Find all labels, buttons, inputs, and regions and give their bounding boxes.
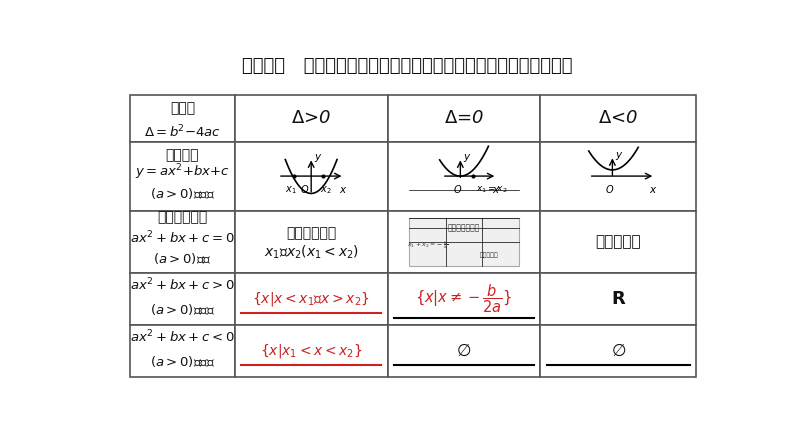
FancyBboxPatch shape xyxy=(541,142,696,211)
Text: 判别式: 判别式 xyxy=(170,101,195,115)
FancyBboxPatch shape xyxy=(130,325,235,377)
Text: $y$: $y$ xyxy=(464,152,472,164)
Text: $\{x|x_1<x<x_2\}$: $\{x|x_1<x<x_2\}$ xyxy=(260,342,363,360)
Text: $x_1$，$x_2$$(x_1$$<$$x_2)$: $x_1$，$x_2$$(x_1$$<$$x_2)$ xyxy=(264,243,359,261)
FancyBboxPatch shape xyxy=(387,95,541,142)
Text: $O$: $O$ xyxy=(605,183,614,195)
FancyBboxPatch shape xyxy=(409,218,519,266)
Text: $ax^2+bx+c=0$: $ax^2+bx+c=0$ xyxy=(130,230,235,247)
Text: 返回导航: 返回导航 xyxy=(679,416,715,431)
Text: $(a>0)$的根: $(a>0)$的根 xyxy=(153,251,212,266)
FancyBboxPatch shape xyxy=(387,142,541,211)
Text: $y$: $y$ xyxy=(615,150,624,162)
Text: 有两相异实数根: 有两相异实数根 xyxy=(448,224,480,232)
Text: $ax^2+bx+c>0$: $ax^2+bx+c>0$ xyxy=(130,277,235,293)
Text: $x$: $x$ xyxy=(492,185,501,195)
FancyBboxPatch shape xyxy=(235,142,387,211)
Text: 有两相异实根: 有两相异实根 xyxy=(286,226,337,240)
Text: $\{x|x<x_1$或$x>x_2\}$: $\{x|x<x_1$或$x>x_2\}$ xyxy=(252,290,370,308)
FancyBboxPatch shape xyxy=(541,325,696,377)
Text: $x_1$$=$$x_2$: $x_1$$=$$x_2$ xyxy=(476,185,507,195)
FancyBboxPatch shape xyxy=(541,273,696,325)
FancyBboxPatch shape xyxy=(387,211,541,273)
FancyBboxPatch shape xyxy=(130,273,235,325)
Text: 一元二次方程: 一元二次方程 xyxy=(157,211,207,224)
Text: 没有实数根: 没有实数根 xyxy=(596,234,641,249)
Text: $\{x|x\neq-\dfrac{b}{2a}\}$: $\{x|x\neq-\dfrac{b}{2a}\}$ xyxy=(415,283,513,315)
Text: $\varnothing$: $\varnothing$ xyxy=(611,342,626,360)
Text: 没有实数根: 没有实数根 xyxy=(480,253,498,258)
Text: $(a>0)$的解集: $(a>0)$的解集 xyxy=(150,302,215,316)
Text: $\it{Δ}$$=$$\it{b}$$^2$$-4\it{ac}$: $\it{Δ}$$=$$\it{b}$$^2$$-4\it{ac}$ xyxy=(144,124,221,140)
Text: 知识点二   二次函数的零点及其与对应方程、不等式解集之间的关系: 知识点二 二次函数的零点及其与对应方程、不等式解集之间的关系 xyxy=(241,57,572,75)
FancyBboxPatch shape xyxy=(387,325,541,377)
Text: $x_1+x_2=-\frac{b}{a}$: $x_1+x_2=-\frac{b}{a}$ xyxy=(407,240,448,251)
FancyBboxPatch shape xyxy=(387,273,541,325)
Text: 二次函数: 二次函数 xyxy=(166,148,199,162)
FancyBboxPatch shape xyxy=(235,273,387,325)
Text: $x_1$: $x_1$ xyxy=(285,185,297,197)
FancyBboxPatch shape xyxy=(130,211,235,273)
Text: $x$: $x$ xyxy=(339,185,348,195)
Text: $y$: $y$ xyxy=(314,152,323,164)
Text: $\it{Δ}$<0: $\it{Δ}$<0 xyxy=(599,109,638,127)
Text: $(a>0)$的解集: $(a>0)$的解集 xyxy=(150,354,215,369)
Text: $\varnothing$: $\varnothing$ xyxy=(457,342,472,360)
FancyBboxPatch shape xyxy=(235,211,387,273)
Text: $\it{Δ}$>0: $\it{Δ}$>0 xyxy=(291,109,331,127)
Text: 答案: 答案 xyxy=(571,416,588,431)
Text: $ax^2+bx+c<0$: $ax^2+bx+c<0$ xyxy=(130,329,235,346)
Text: $x_2$: $x_2$ xyxy=(320,185,332,197)
FancyBboxPatch shape xyxy=(130,95,235,142)
Text: $y$$=$$ax^2$$+$$bx$$+$$c$: $y$$=$$ax^2$$+$$bx$$+$$c$ xyxy=(135,163,229,182)
FancyBboxPatch shape xyxy=(235,95,387,142)
Text: $(a>0)$的图像: $(a>0)$的图像 xyxy=(150,186,215,201)
Text: $O$: $O$ xyxy=(453,183,463,195)
Text: $\mathbf{R}$: $\mathbf{R}$ xyxy=(611,290,626,308)
FancyBboxPatch shape xyxy=(541,95,696,142)
FancyBboxPatch shape xyxy=(541,211,696,273)
FancyBboxPatch shape xyxy=(130,142,235,211)
Text: $\it{Δ}$=0: $\it{Δ}$=0 xyxy=(444,109,484,127)
FancyBboxPatch shape xyxy=(235,325,387,377)
Text: $O$: $O$ xyxy=(300,183,310,195)
Text: $x$: $x$ xyxy=(649,185,658,195)
